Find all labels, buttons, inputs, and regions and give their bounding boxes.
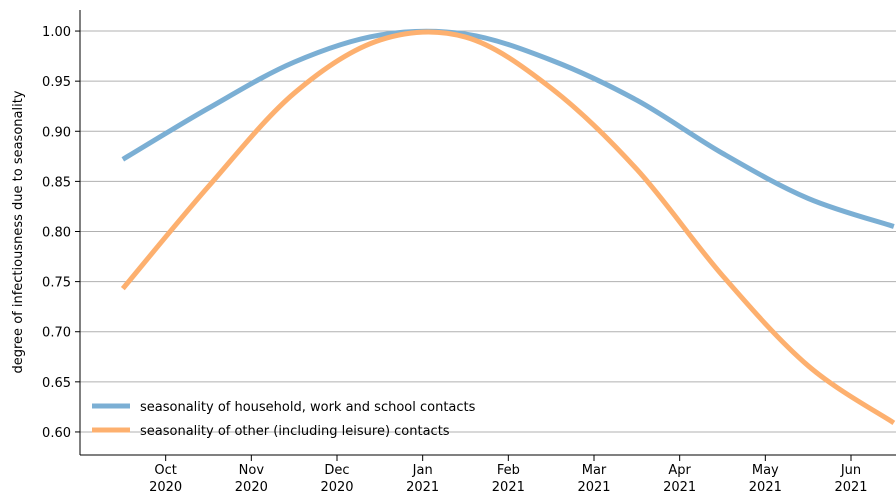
x-tick-label-line: 2020: [149, 480, 182, 495]
x-tick-label-line: Dec: [324, 463, 349, 478]
x-tick-label: Dec 2020: [320, 463, 353, 495]
x-tick-label-line: Jun: [840, 463, 861, 478]
y-tick-label: 0.70: [42, 326, 71, 341]
x-tick-label-line: 2021: [577, 480, 610, 495]
y-tick-label: 1.00: [42, 25, 71, 40]
x-tick-label-line: May: [752, 463, 779, 478]
x-tick-label: Apr 2021: [663, 463, 696, 495]
legend-label: seasonality of household, work and schoo…: [140, 400, 476, 415]
x-tick-label: May 2021: [749, 463, 782, 495]
x-tick-label-line: 2020: [320, 480, 353, 495]
x-tick-label-line: 2020: [235, 480, 268, 495]
y-tick-label: 0.85: [42, 175, 71, 190]
x-tick-label: Mar 2021: [577, 463, 610, 495]
y-tick-label: 0.65: [42, 376, 71, 391]
legend-label: seasonality of other (including leisure)…: [140, 424, 450, 439]
x-tick-label-line: 2021: [834, 480, 867, 495]
series-line: [120, 29, 896, 426]
y-tick-label: 0.90: [42, 125, 71, 140]
x-tick-label-line: Nov: [239, 463, 265, 478]
x-tick-label-line: Apr: [668, 463, 691, 478]
x-tick-label-line: Feb: [497, 463, 520, 478]
x-tick-label: Feb 2021: [492, 463, 525, 495]
y-tick-label: 0.80: [42, 225, 71, 240]
x-tick-label-line: 2021: [749, 480, 782, 495]
x-tick-label-line: Jan: [412, 463, 433, 478]
x-tick-label: Jun 2021: [834, 463, 867, 495]
x-tick-label-line: 2021: [663, 480, 696, 495]
series-line: [121, 28, 895, 229]
x-tick-label: Oct 2020: [149, 463, 182, 495]
x-tick-label-line: 2021: [492, 480, 525, 495]
y-axis-label: degree of infectiousness due to seasonal…: [11, 90, 26, 373]
y-tick-label: 0.95: [42, 75, 71, 90]
x-tick-label: Nov 2020: [235, 463, 268, 495]
x-tick-label-line: 2021: [406, 480, 439, 495]
y-tick-label: 0.75: [42, 276, 71, 291]
y-tick-label: 0.60: [42, 426, 71, 441]
x-tick-label-line: Mar: [582, 463, 607, 478]
x-tick-label: Jan 2021: [406, 463, 439, 495]
x-tick-label-line: Oct: [154, 463, 176, 478]
